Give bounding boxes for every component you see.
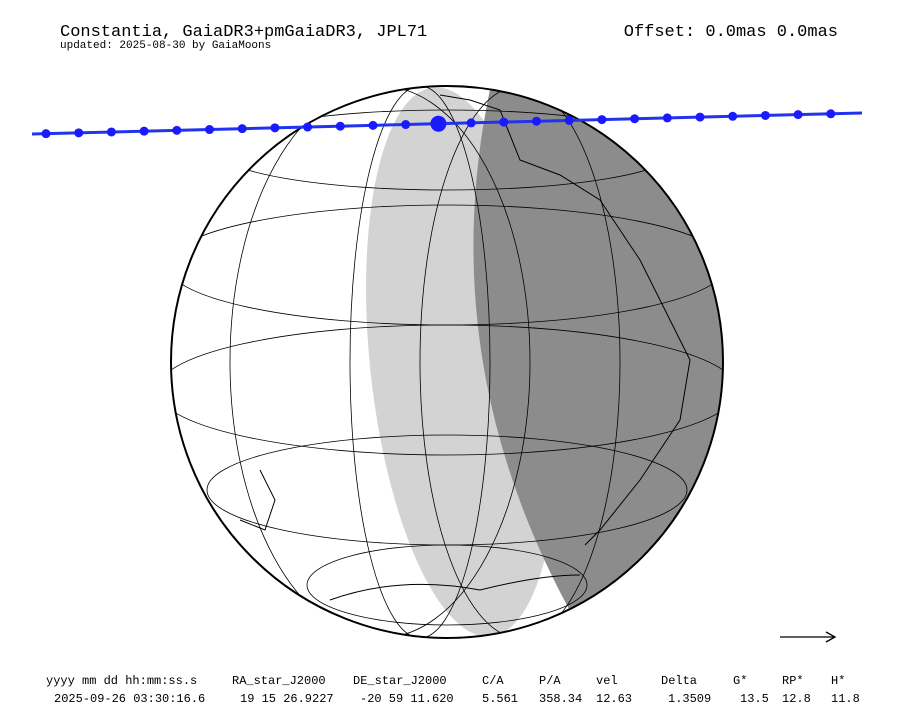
path-dot	[662, 113, 672, 123]
path-dot	[106, 127, 116, 137]
path-dot	[532, 116, 541, 126]
path-dot	[172, 125, 182, 135]
column-header: Delta	[661, 674, 697, 688]
subtitle: updated: 2025-08-30 by GaiaMoons	[60, 40, 271, 52]
path-dot	[695, 112, 705, 122]
path-dot	[430, 115, 447, 132]
central-path	[31, 111, 863, 136]
cell: 12.63	[596, 692, 632, 706]
globe-outline	[170, 85, 724, 639]
column-header: RP*	[782, 674, 804, 688]
path-dot	[335, 121, 345, 131]
cell: 12.8	[782, 692, 811, 706]
path-dot	[597, 115, 607, 125]
path-dot	[564, 115, 574, 125]
path-dot	[499, 117, 509, 127]
path-dot	[793, 110, 803, 120]
globe	[171, 86, 723, 638]
path-dot	[139, 126, 149, 136]
path-dot	[205, 125, 214, 135]
cell: 19 15 26.9227	[240, 692, 334, 706]
cell: 1.3509	[668, 692, 711, 706]
title: Constantia, GaiaDR3+pmGaiaDR3, JPL71	[60, 23, 427, 42]
cell: 11.8	[831, 692, 860, 706]
column-header: vel	[596, 674, 618, 688]
column-header: yyyy mm dd hh:mm:ss.s	[46, 674, 197, 688]
cell: 2025-09-26 03:30:16.6	[54, 692, 205, 706]
path-dot	[237, 124, 247, 134]
column-header: P/A	[539, 674, 561, 688]
direction-arrow	[780, 631, 837, 643]
path-dot	[368, 120, 378, 130]
cell: 13.5	[740, 692, 769, 706]
path-dot	[826, 109, 836, 119]
column-header: RA_star_J2000	[232, 674, 326, 688]
cell: -20 59 11.620	[360, 692, 454, 706]
path-dot	[760, 110, 770, 120]
cell: 5.561	[482, 692, 518, 706]
path-dot	[630, 114, 640, 124]
path-dot	[303, 122, 313, 132]
path-dot	[728, 111, 738, 121]
path-dot	[74, 128, 84, 138]
column-header: DE_star_J2000	[353, 674, 447, 688]
cell: 358.34	[539, 692, 582, 706]
path-dot	[270, 123, 280, 133]
path-dots	[41, 109, 836, 139]
column-header: H*	[831, 674, 845, 688]
coastlines	[239, 94, 691, 601]
data-table: yyyy mm dd hh:mm:ss.s RA_star_J2000 DE_sta…	[46, 674, 860, 706]
path-dot	[466, 118, 476, 128]
column-header: C/A	[482, 674, 504, 688]
offset: Offset: 0.0mas 0.0mas	[624, 23, 838, 42]
path-dot	[41, 129, 51, 139]
column-header: G*	[733, 674, 747, 688]
path-dot	[401, 120, 411, 130]
